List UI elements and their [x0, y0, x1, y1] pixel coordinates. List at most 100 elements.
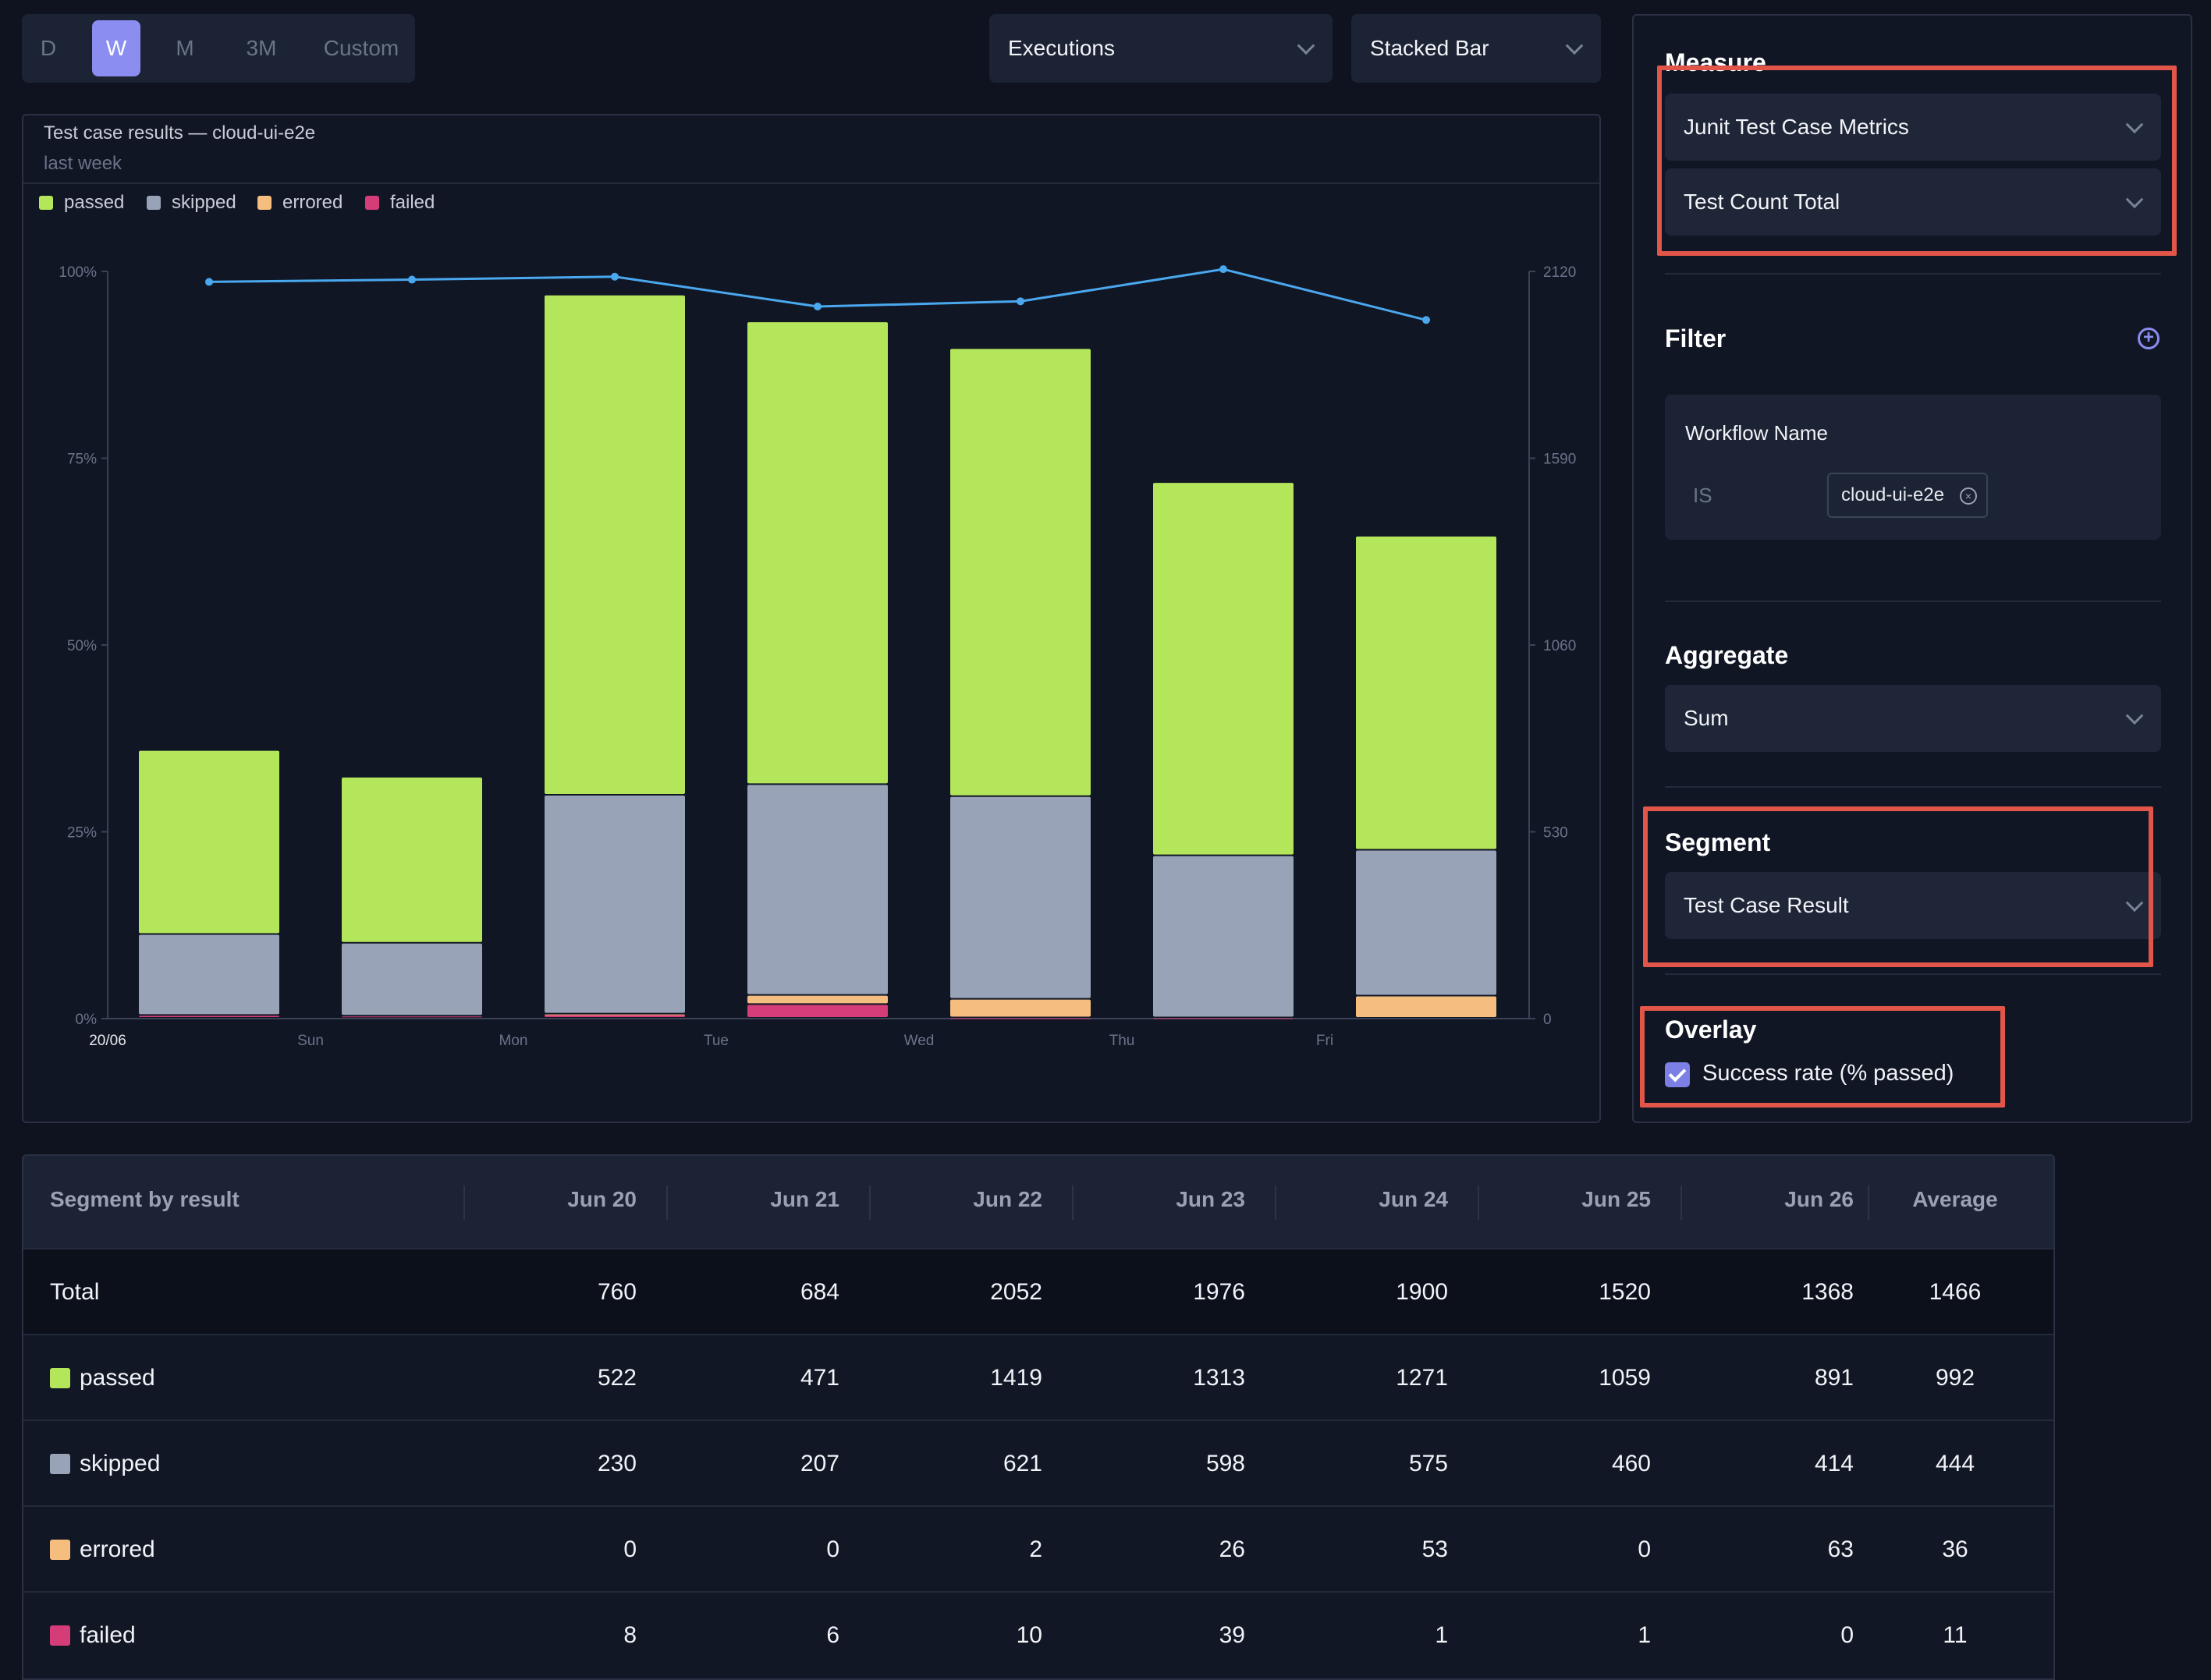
segment-dropdown[interactable]: Test Case Result — [1665, 872, 2161, 939]
table-cell: 1 — [1435, 1622, 1448, 1648]
row-label: errored — [50, 1536, 155, 1563]
header-column-separator — [1072, 1186, 1074, 1220]
bar-segment-skipped — [1356, 850, 1496, 995]
filter-card — [1665, 395, 2161, 540]
chevron-down-icon — [1297, 37, 1315, 55]
range-week-button[interactable]: W — [92, 20, 140, 76]
filter-field-label: Workflow Name — [1685, 421, 1829, 445]
overlay-checkbox-label[interactable]: Success rate (% passed) — [1702, 1061, 1954, 1086]
column-header[interactable]: Jun 22 — [973, 1187, 1042, 1211]
row-label-text: Total — [50, 1279, 100, 1305]
table-cell: 1520 — [1599, 1279, 1651, 1305]
table-cell: 0 — [623, 1536, 637, 1562]
metric-dropdown-value: Executions — [1008, 36, 1115, 60]
table-cell: 598 — [1205, 1451, 1245, 1476]
bar-segment-errored — [1356, 996, 1496, 1017]
header-column-separator — [1680, 1186, 1682, 1220]
bar-segment-passed — [1153, 483, 1294, 855]
row-label-text: skipped — [80, 1451, 161, 1476]
measure-source-dropdown[interactable]: Junit Test Case Metrics — [1665, 94, 2161, 161]
add-filter-icon[interactable]: + — [2138, 328, 2160, 349]
legend-item-failed[interactable]: failed — [365, 192, 435, 214]
row-swatch — [50, 1625, 70, 1646]
bar-segment-failed — [747, 1005, 888, 1017]
success-rate-point — [1017, 297, 1024, 306]
column-header[interactable]: Jun 21 — [770, 1187, 839, 1211]
chart-header-divider — [23, 183, 1599, 184]
table-cell: 230 — [597, 1451, 637, 1476]
table-cell: 53 — [1421, 1536, 1448, 1562]
table-cell: 2052 — [990, 1279, 1042, 1305]
bar-segment-errored — [950, 999, 1091, 1017]
legend-swatch — [39, 196, 53, 210]
header-column-separator — [869, 1186, 871, 1220]
table-cell: 992 — [1935, 1365, 1975, 1391]
time-range-selector: D W M 3M Custom — [22, 14, 415, 83]
left-tick-label: 0% — [76, 1012, 98, 1028]
bar-segment-failed — [342, 1016, 482, 1018]
chart-type-dropdown-value: Stacked Bar — [1370, 36, 1489, 60]
range-month-button[interactable]: M — [176, 36, 194, 60]
table-cell: 621 — [1003, 1451, 1042, 1476]
legend-item-passed[interactable]: passed — [39, 192, 124, 214]
table-cell: 684 — [800, 1279, 839, 1305]
table-cell: 414 — [1814, 1451, 1854, 1476]
right-tick-label: 0 — [1543, 1012, 1552, 1028]
row-label: passed — [50, 1365, 155, 1391]
range-day-button[interactable]: D — [40, 36, 57, 60]
aggregate-value: Sum — [1684, 706, 1729, 730]
chart-subtitle: last week — [44, 153, 122, 174]
metric-dropdown[interactable]: Executions — [989, 14, 1333, 83]
table-cell: 39 — [1219, 1622, 1245, 1648]
range-custom-button[interactable]: Custom — [323, 36, 399, 60]
success-rate-point — [611, 272, 619, 281]
legend-item-skipped[interactable]: skipped — [147, 192, 236, 214]
row-label-text: passed — [80, 1365, 155, 1391]
column-header[interactable]: Jun 24 — [1379, 1187, 1448, 1211]
row-label: Total — [50, 1279, 99, 1306]
legend-swatch — [257, 196, 271, 210]
header-column-separator — [666, 1186, 668, 1220]
legend-label: passed — [64, 192, 125, 213]
column-header[interactable]: Jun 25 — [1581, 1187, 1651, 1211]
table-cell: 0 — [1840, 1622, 1854, 1648]
right-tick-label: 2120 — [1543, 264, 1576, 281]
table-cell: 1 — [1638, 1622, 1651, 1648]
x-tick-label: Thu — [1109, 1033, 1135, 1049]
overlay-title: Overlay — [1665, 1015, 1757, 1044]
remove-chip-icon[interactable]: × — [1960, 487, 1977, 505]
legend-item-errored[interactable]: errored — [257, 192, 342, 214]
x-tick-label: Tue — [704, 1033, 729, 1049]
chart-type-dropdown[interactable]: Stacked Bar — [1351, 14, 1601, 83]
overlay-checkbox[interactable] — [1665, 1062, 1690, 1087]
filter-operator[interactable]: IS — [1693, 484, 1712, 507]
table-row: passed 522 471 1419 1313 1271 1059 891 992 — [23, 1334, 2053, 1419]
bar-segment-skipped — [342, 943, 482, 1015]
x-tick-label: 20/06 — [89, 1033, 126, 1049]
aggregate-dropdown[interactable]: Sum — [1665, 685, 2161, 752]
legend-label: errored — [282, 192, 343, 213]
bar-segment-passed — [139, 750, 279, 934]
range-3m-button[interactable]: 3M — [246, 36, 277, 60]
table-cell: 36 — [1942, 1536, 1968, 1562]
table-cell: 1368 — [1801, 1279, 1854, 1305]
filter-value-chip[interactable]: cloud-ui-e2e × — [1827, 473, 1988, 518]
legend-label: failed — [390, 192, 435, 213]
column-header[interactable]: Jun 26 — [1784, 1187, 1854, 1211]
column-header[interactable]: Average — [1912, 1187, 1998, 1211]
measure-field-value: Test Count Total — [1684, 190, 1840, 214]
success-rate-point — [1422, 316, 1430, 324]
measure-field-dropdown[interactable]: Test Count Total — [1665, 168, 2161, 236]
bar-segment-failed — [545, 1015, 685, 1017]
row-swatch — [50, 1454, 70, 1474]
table-cell: 444 — [1935, 1451, 1975, 1476]
row-label: failed — [50, 1622, 136, 1649]
column-header[interactable]: Jun 23 — [1176, 1187, 1245, 1211]
chevron-down-icon — [2125, 707, 2144, 725]
column-header[interactable]: Jun 20 — [567, 1187, 637, 1211]
section-divider — [1665, 786, 2161, 788]
highlight-box-segment — [1643, 806, 2153, 967]
table-cell: 2 — [1029, 1536, 1042, 1562]
table-cell: 0 — [1638, 1536, 1651, 1562]
bar-segment-passed — [950, 349, 1091, 796]
